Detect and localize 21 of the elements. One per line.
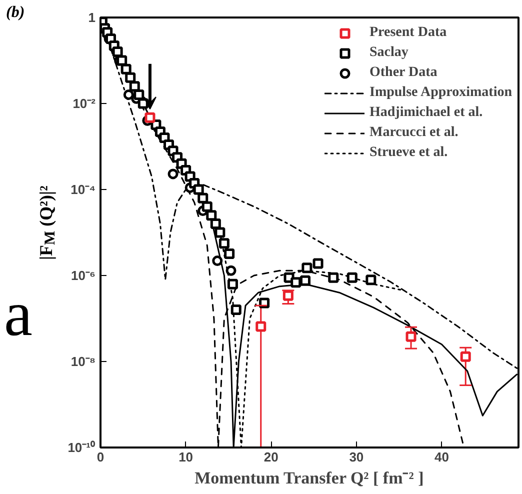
legend-label: Hadjimichael et al. bbox=[370, 105, 483, 121]
y-tick-label: 10⁻¹⁰ bbox=[68, 440, 96, 455]
y-tick-label: 10⁻⁸ bbox=[70, 354, 96, 369]
x-axis-title: Momentum Transfer Q² [ fm⁻² ] bbox=[194, 468, 424, 488]
x-tick-label: 40 bbox=[434, 450, 449, 464]
x-tick-label: 10 bbox=[178, 450, 194, 464]
y-tick-label: 10⁻⁶ bbox=[71, 268, 96, 283]
y-tick-label: 10⁻⁴ bbox=[70, 182, 96, 197]
legend-label: Other Data bbox=[370, 65, 438, 81]
y-tick-label: 1 bbox=[88, 10, 96, 25]
annotation: (b) bbox=[6, 3, 25, 23]
x-tick-label: 0 bbox=[96, 450, 104, 464]
legend-label: Present Data bbox=[370, 25, 447, 41]
legend-label: Saclay bbox=[370, 45, 408, 61]
legend-label: Impulse Approximation bbox=[370, 85, 512, 101]
y-tick-label: 10⁻² bbox=[72, 96, 96, 111]
x-tick-label: 30 bbox=[349, 450, 364, 464]
annotation: a bbox=[4, 282, 32, 346]
legend-label: Marcucci et al. bbox=[370, 125, 458, 141]
x-tick-label: 20 bbox=[264, 450, 278, 464]
legend-label: Strueve et al. bbox=[370, 145, 448, 161]
